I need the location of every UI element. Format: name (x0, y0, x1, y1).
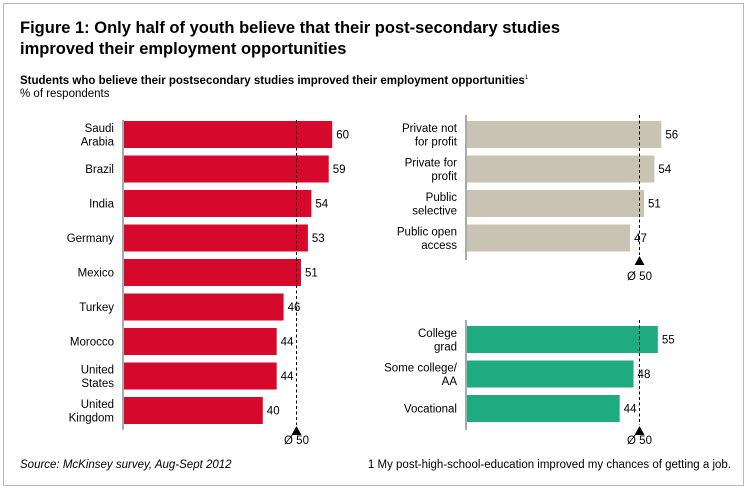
panel-2-category-label: Public selective (412, 192, 457, 218)
panel-1-bar (124, 190, 312, 217)
panel-3-category-label: Some college/AA (384, 362, 458, 388)
panel-1-bar (124, 259, 301, 286)
panel-2-category-label-line: profit (431, 171, 457, 183)
panel-3-category-label: College grad (418, 328, 457, 354)
panel-2-category-label-line: selective (412, 205, 457, 217)
panel-1-category-label: India (89, 199, 115, 211)
figure-title: Figure 1: Only half of youth believe tha… (20, 18, 620, 60)
panel-2-category-label: Private not for profit (402, 123, 458, 149)
panel-1-category-label-line: Germany (67, 233, 115, 245)
panel-3-bar (467, 326, 658, 353)
panel-1-bar (124, 328, 277, 355)
panel-2-category-label-line: Public (426, 192, 458, 204)
panel-1-category-label: Turkey (79, 302, 114, 314)
panel-2-bar (467, 155, 655, 183)
panel-3-category-label: Vocational (404, 404, 457, 416)
panel-3-category-label-line: College (418, 328, 457, 340)
panel-3-category-label-line: grad (434, 341, 457, 353)
panel-1-bar (124, 397, 263, 424)
panel-2-value-label: 51 (648, 199, 661, 211)
figure-frame (3, 3, 744, 486)
panel-2-value-label: 47 (634, 233, 647, 245)
panel-2-category-label-line: Public open (397, 226, 457, 238)
panel-1-category-label-line: Arabia (81, 136, 115, 148)
panel-1-bar (124, 155, 329, 183)
title-line-1: Figure 1: Only half of youth believe tha… (20, 19, 561, 37)
panel-1-category-label: Brazil (85, 164, 114, 176)
panel-3-value-label: 55 (662, 335, 675, 347)
panel-1-bar (124, 121, 333, 148)
panel-1-category-label: United Kingdom (69, 399, 114, 425)
panel-1-bar (124, 362, 277, 390)
panel-2-category-label-line: access (421, 240, 457, 252)
subtitle-text: Students who believe their postsecondary… (20, 74, 525, 87)
panel-1-value-label: 60 (336, 130, 349, 142)
panel-1-category-label-line: Kingdom (69, 412, 114, 424)
panel-3-bar (467, 395, 620, 422)
chart-subtitle: Students who believe their postsecondary… (20, 70, 528, 89)
panel-3-category-label-line: Vocational (404, 404, 457, 416)
panel-3-value-label: 48 (638, 369, 651, 381)
panel-1-category-label-line: States (81, 378, 114, 390)
panel-2-category-label-line: for profit (415, 136, 458, 148)
panel-2-value-label: 56 (665, 130, 678, 142)
panel-1-category-label-line: Morocco (70, 337, 114, 349)
panel-1-value-label: 51 (305, 268, 318, 280)
panel-2-category-label: Public open access (397, 226, 457, 252)
panel-1-value-label: 54 (315, 199, 328, 211)
panel-2-average-label: Ø 50 (627, 271, 652, 283)
panel-1-bar (124, 293, 284, 321)
panel-1-category-label-line: India (89, 199, 115, 211)
panel-1-average-label: Ø 50 (284, 435, 309, 447)
panel-2-bar (467, 190, 644, 217)
panel-1-value-label: 53 (312, 233, 325, 245)
panel-1-value-label: 44 (281, 371, 294, 383)
panel-1-category-label: Germany (67, 233, 115, 245)
unit-label: % of respondents (20, 88, 110, 100)
panel-1-category-label-line: United (81, 399, 114, 411)
panel-1-category-label: Mexico (78, 268, 114, 280)
panel-1-value-label: 46 (288, 302, 301, 314)
panel-3-category-label-line: AA (442, 376, 458, 388)
subtitle-footnote-marker: 1 (524, 75, 529, 81)
panel-2-category-label: Private for profit (405, 157, 458, 183)
panel-1-category-label-line: Mexico (78, 268, 114, 280)
panel-1-value-label: 40 (267, 406, 280, 418)
panel-1-bar (124, 224, 308, 252)
panel-3-average-label: Ø 50 (627, 435, 652, 447)
panel-1-value-label: 59 (333, 164, 346, 176)
panel-2-value-label: 54 (658, 164, 671, 176)
panel-1-category-label: United States (81, 364, 114, 390)
panel-3-bar (467, 360, 634, 388)
title-line-2: improved their employment opportunities (20, 40, 347, 58)
panel-3-average-marker-icon (634, 426, 645, 435)
panel-1-category-label: Saudi Arabia (81, 123, 115, 149)
panel-2-category-label-line: Private not (402, 123, 458, 135)
source-note: Source: McKinsey survey, Aug-Sept 2012 (20, 459, 232, 471)
panel-1-category-label-line: United (81, 364, 114, 376)
panel-1-category-label-line: Turkey (79, 302, 114, 314)
panel-2-average-marker-icon (634, 256, 645, 265)
panel-1-category-label-line: Saudi (85, 123, 114, 135)
footnote: 1 My post-high-school-education improved… (367, 459, 731, 471)
panel-2-bar (467, 224, 631, 252)
panel-1-category-label-line: Brazil (85, 164, 114, 176)
panel-1-average-marker-icon (291, 426, 302, 435)
panel-3-category-label-line: Some college/ (384, 362, 458, 374)
panel-1-category-label: Morocco (70, 337, 114, 349)
panel-3-value-label: 44 (624, 404, 637, 416)
panel-1-value-label: 44 (281, 337, 294, 349)
panel-2-category-label-line: Private for (405, 157, 458, 169)
panel-2-bar (467, 121, 662, 148)
